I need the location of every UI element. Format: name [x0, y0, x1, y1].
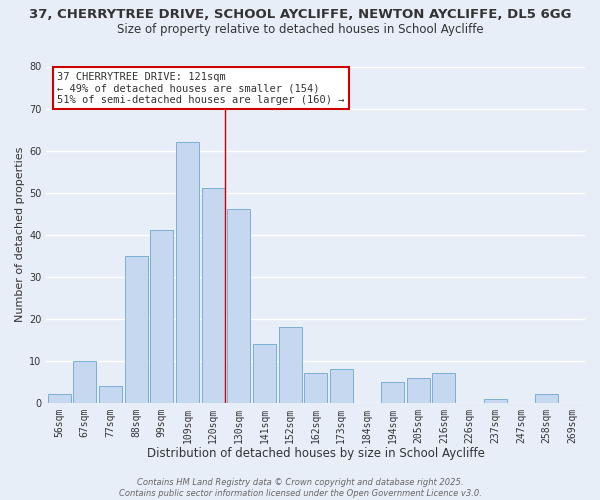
Y-axis label: Number of detached properties: Number of detached properties [15, 147, 25, 322]
Text: Contains HM Land Registry data © Crown copyright and database right 2025.
Contai: Contains HM Land Registry data © Crown c… [119, 478, 481, 498]
Bar [253, 344, 276, 403]
Text: 37 CHERRYTREE DRIVE: 121sqm
← 49% of detached houses are smaller (154)
51% of se: 37 CHERRYTREE DRIVE: 121sqm ← 49% of det… [57, 72, 344, 104]
Text: 37, CHERRYTREE DRIVE, SCHOOL AYCLIFFE, NEWTON AYCLIFFE, DL5 6GG: 37, CHERRYTREE DRIVE, SCHOOL AYCLIFFE, N… [29, 8, 571, 20]
Bar [433, 374, 455, 402]
Bar [99, 386, 122, 402]
Bar [202, 188, 224, 402]
Bar [381, 382, 404, 402]
Bar [73, 360, 97, 403]
Bar [330, 369, 353, 402]
Bar [407, 378, 430, 402]
X-axis label: Distribution of detached houses by size in School Aycliffe: Distribution of detached houses by size … [147, 447, 485, 460]
Bar [278, 327, 302, 402]
Bar [304, 374, 327, 402]
Bar [227, 210, 250, 402]
Bar [125, 256, 148, 402]
Text: Size of property relative to detached houses in School Aycliffe: Size of property relative to detached ho… [116, 22, 484, 36]
Bar [47, 394, 71, 402]
Bar [535, 394, 558, 402]
Bar [176, 142, 199, 403]
Bar [484, 398, 507, 402]
Bar [150, 230, 173, 402]
